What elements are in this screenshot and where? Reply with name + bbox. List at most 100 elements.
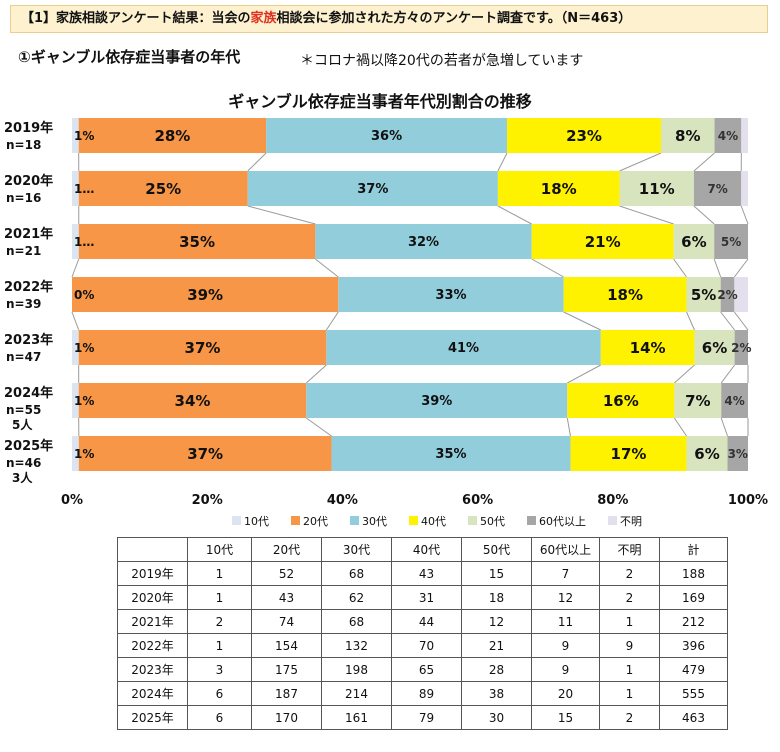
legend-swatch [409,516,418,525]
bar-segment [741,171,748,206]
bar-label: 1% [74,129,94,143]
connector-line [720,364,736,384]
table-cell: 198 [321,657,392,682]
table-row: 2019年 1 52 68 43 15 7 2 188 [117,561,728,586]
table-cell: 2020年 [117,585,188,610]
table-cell: 15 [461,561,532,586]
bar-segment [619,171,694,206]
table-cell: 555 [659,681,728,706]
category-sublabel: n=47 [6,350,41,364]
table-cell: 2 [599,585,660,610]
banner-prefix: 【1】家族相談アンケート結果：当会の [21,11,251,26]
x-tick-label: 0% [61,493,83,508]
connector-line [693,152,715,172]
bar-segments [72,118,748,471]
table-header-cell [117,537,188,562]
connector-line [686,311,695,331]
table-row: 2025年 6 170 161 79 30 15 2 463 [117,705,728,730]
table-cell: 70 [391,633,462,658]
table-cell: 31 [391,585,462,610]
table-cell: 463 [659,705,728,730]
table-cell: 170 [251,705,322,730]
table-cell: 2025年 [117,705,188,730]
connector-line [720,311,736,331]
table-cell: 12 [461,609,532,634]
table-header-cell: 10代 [187,537,252,562]
table-cell: 1 [599,609,660,634]
bar-label: 37% [357,182,388,197]
legend-label: 40代 [421,515,446,528]
bar-segment [326,330,601,365]
bar-label: 41% [448,341,479,356]
bar-segment [247,171,498,206]
bar-segment [567,383,675,418]
bar-label: 6% [681,233,706,251]
bar-label: 4% [718,129,738,143]
stacked-bar-chart: ギャンブル依存症当事者年代別割合の推移 1% 28% 36% 23% 8% 4% 1… 25%… [4,92,768,528]
connector-line [71,258,80,278]
connector-line [733,311,749,331]
bar-segment [563,277,687,312]
bar-segment [660,118,715,153]
bar-segment [714,224,748,259]
table-cell: 2022年 [117,633,188,658]
category-sublabel: n=21 [6,244,41,258]
bar-label: 33% [435,288,466,303]
table-cell: 154 [251,633,322,658]
legend-item: 10代 [232,515,269,528]
connector-line [305,417,332,437]
connector-line [740,205,749,225]
category-label: 2024年 [4,385,53,401]
bar-label: 1… [74,182,94,196]
x-axis-ticks: 0% 20% 40% 60% 80% 100% [61,493,768,508]
table-cell: 28 [461,657,532,682]
legend-swatch [527,516,536,525]
table-cell: 2019年 [117,561,188,586]
legend-item: 20代 [291,515,328,528]
bar-label: 32% [408,235,439,250]
category-sublabel: n=16 [6,191,41,205]
bar-label: 36% [371,129,402,144]
bar-label: 39% [187,286,223,304]
legend-swatch [350,516,359,525]
table-cell: 79 [391,705,462,730]
bar-segment [570,436,687,471]
bar-label: 4% [724,394,744,408]
table-header-cell: 50代 [461,537,532,562]
bar-label: 23% [566,127,602,145]
table-row: 2024年 6 187 214 89 38 20 1 555 [117,681,728,706]
bar-segment [78,383,307,418]
bar-segment [78,224,316,259]
bar-segment [72,277,339,312]
table-cell: 21 [461,633,532,658]
bar-segment [72,224,79,259]
connector-line [563,311,601,331]
table-cell: 43 [251,585,322,610]
bar-segment [78,436,332,471]
bar-segment [714,118,742,153]
bar-segment [72,118,79,153]
table-cell: 2 [599,561,660,586]
table-row: 2021年 2 74 68 44 12 11 1 212 [117,609,728,634]
bar-label: 28% [154,127,190,145]
chart-legend: 10代 20代 30代 40代 50代 60代以上 不明 [232,515,642,528]
connector-line [497,152,508,172]
table-cell: 1 [599,657,660,682]
category-sublabel: n=39 [6,297,41,311]
bar-segment [693,171,742,206]
table-cell: 68 [321,561,392,586]
table-cell: 175 [251,657,322,682]
bar-labels: 1% 28% 36% 23% 8% 4% 1… 25% 37% 18% 11% 7% 1… 35% 32% 2… [74,127,751,463]
connector-line [673,417,687,437]
table-cell: 1 [187,633,252,658]
bar-segment [686,277,721,312]
legend-item: 40代 [409,515,446,528]
bar-segment [727,436,748,471]
table-header-cell: 20代 [251,537,322,562]
table-cell: 1 [599,681,660,706]
connector-line [713,258,722,278]
category-sublabel: n=46 [6,456,41,470]
bar-segment [315,224,532,259]
bar-segment [331,436,571,471]
bar-label: 1… [74,235,94,249]
